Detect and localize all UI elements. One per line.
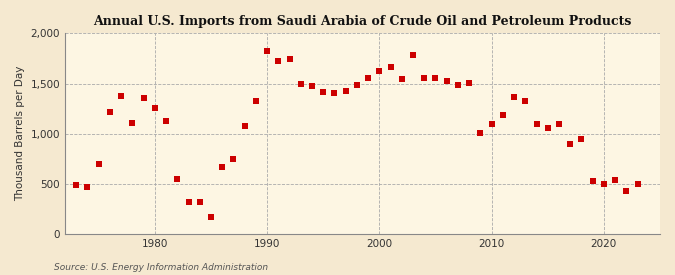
Point [149,105,160,110]
Point [374,69,385,74]
Point [430,76,441,80]
Point [116,94,127,98]
Point [194,199,205,204]
Point [340,88,351,93]
Title: Annual U.S. Imports from Saudi Arabia of Crude Oil and Petroleum Products: Annual U.S. Imports from Saudi Arabia of… [93,15,632,28]
Point [509,95,520,99]
Point [554,122,564,127]
Point [542,126,553,130]
Point [587,179,598,184]
Point [239,123,250,128]
Point [452,82,463,87]
Point [576,137,587,141]
Point [419,75,430,80]
Point [318,90,329,94]
Text: Source: U.S. Energy Information Administration: Source: U.S. Energy Information Administ… [54,263,268,272]
Point [250,98,261,103]
Point [183,199,194,204]
Point [306,84,317,88]
Point [105,110,115,114]
Point [621,189,632,193]
Point [396,77,407,81]
Point [93,162,104,166]
Point [206,215,217,219]
Point [520,98,531,103]
Point [610,178,620,183]
Point [531,122,542,126]
Point [352,82,362,87]
Point [127,120,138,125]
Point [262,49,273,54]
Point [217,165,227,170]
Point [497,112,508,117]
Point [71,183,82,187]
Point [82,185,93,189]
Point [632,182,643,186]
Point [599,182,610,186]
Point [408,53,418,58]
Point [565,142,576,146]
Point [172,177,183,181]
Point [441,78,452,83]
Point [228,157,239,161]
Point [475,131,486,135]
Point [362,76,373,80]
Point [273,59,284,64]
Point [296,81,306,86]
Point [284,57,295,62]
Point [486,122,497,126]
Y-axis label: Thousand Barrels per Day: Thousand Barrels per Day [15,66,25,201]
Point [161,119,171,123]
Point [138,96,149,100]
Point [329,91,340,95]
Point [385,65,396,70]
Point [464,80,475,85]
